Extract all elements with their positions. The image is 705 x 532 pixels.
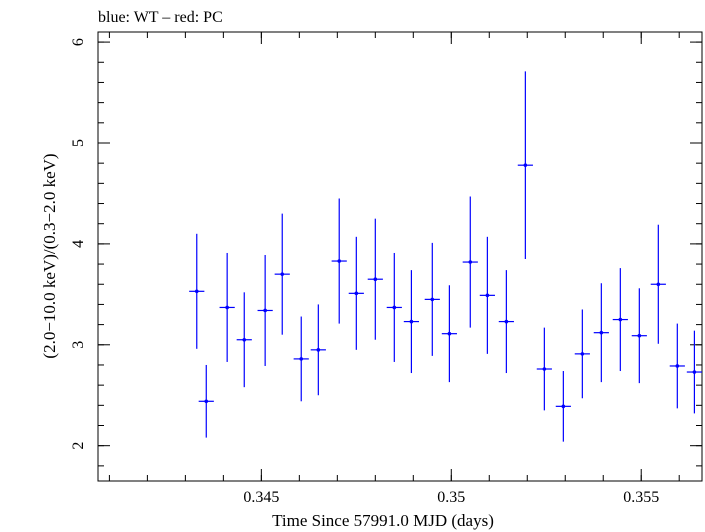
x-tick-labels: 0.345 0.35 0.355	[243, 489, 659, 506]
x-axis-label: Time Since 57991.0 MJD (days)	[272, 511, 494, 530]
point-marker	[373, 277, 378, 282]
point-marker	[430, 297, 435, 302]
data-point	[517, 71, 533, 260]
point-marker	[468, 260, 473, 264]
point-marker	[409, 319, 414, 324]
point-marker	[337, 259, 342, 263]
data-point	[198, 364, 214, 438]
y-tick-label: 6	[70, 38, 87, 46]
plot-frame	[97, 31, 703, 482]
point-marker	[447, 331, 452, 336]
data-point	[686, 330, 702, 414]
data-point	[424, 242, 440, 356]
data-point	[189, 233, 205, 349]
point-marker	[599, 330, 604, 335]
data-point	[650, 224, 666, 344]
x-tick-label: 0.355	[623, 489, 659, 506]
point-marker	[561, 404, 566, 409]
point-marker	[542, 367, 547, 371]
point-marker	[242, 337, 247, 342]
point-marker	[485, 293, 490, 298]
x-tick-label: 0.345	[243, 489, 279, 506]
point-marker	[523, 163, 528, 167]
point-marker	[504, 319, 509, 324]
point-marker	[618, 317, 623, 322]
point-marker	[656, 282, 661, 287]
point-marker	[580, 352, 585, 356]
data-point	[669, 323, 685, 409]
y-axis-label: (2.0−10.0 keV)/(0.3−2.0 keV)	[40, 153, 59, 358]
legend-text: blue: WT – red: PC	[98, 9, 223, 26]
data-point	[555, 371, 571, 442]
point-marker	[204, 399, 209, 404]
point-marker	[263, 308, 267, 313]
point-marker	[280, 272, 285, 276]
data-point	[236, 292, 252, 388]
point-marker	[637, 333, 642, 338]
data-point	[574, 309, 590, 399]
y-tick-label: 5	[70, 139, 87, 147]
x-axis-ticks	[108, 32, 680, 481]
point-marker	[692, 370, 697, 374]
data-point	[403, 270, 419, 374]
data-point	[331, 198, 347, 324]
data-point	[462, 196, 478, 328]
point-marker	[316, 348, 321, 352]
data-point	[536, 327, 552, 411]
data-point	[441, 285, 457, 383]
data-point	[293, 316, 309, 402]
point-marker	[675, 364, 680, 368]
point-marker	[392, 305, 397, 310]
data-point	[479, 236, 495, 354]
point-marker	[354, 291, 359, 296]
data-point	[367, 218, 383, 340]
data-point	[274, 213, 290, 335]
data-point	[386, 252, 402, 362]
data-point	[631, 288, 647, 384]
data-series	[189, 71, 702, 442]
data-point	[219, 252, 235, 362]
point-marker	[194, 289, 199, 294]
data-point	[612, 268, 628, 372]
data-point	[257, 254, 273, 366]
data-point	[593, 283, 609, 383]
data-point	[310, 304, 326, 396]
data-point	[348, 236, 364, 350]
y-tick-labels: 2 3 4 5 6	[70, 38, 87, 450]
y-axis-ticks	[98, 41, 702, 467]
y-tick-label: 2	[70, 442, 87, 450]
point-marker	[225, 305, 229, 310]
y-tick-label: 3	[70, 341, 87, 349]
point-marker	[299, 357, 304, 361]
data-point	[498, 270, 514, 374]
y-tick-label: 4	[70, 240, 87, 248]
x-tick-label: 0.35	[437, 489, 465, 506]
